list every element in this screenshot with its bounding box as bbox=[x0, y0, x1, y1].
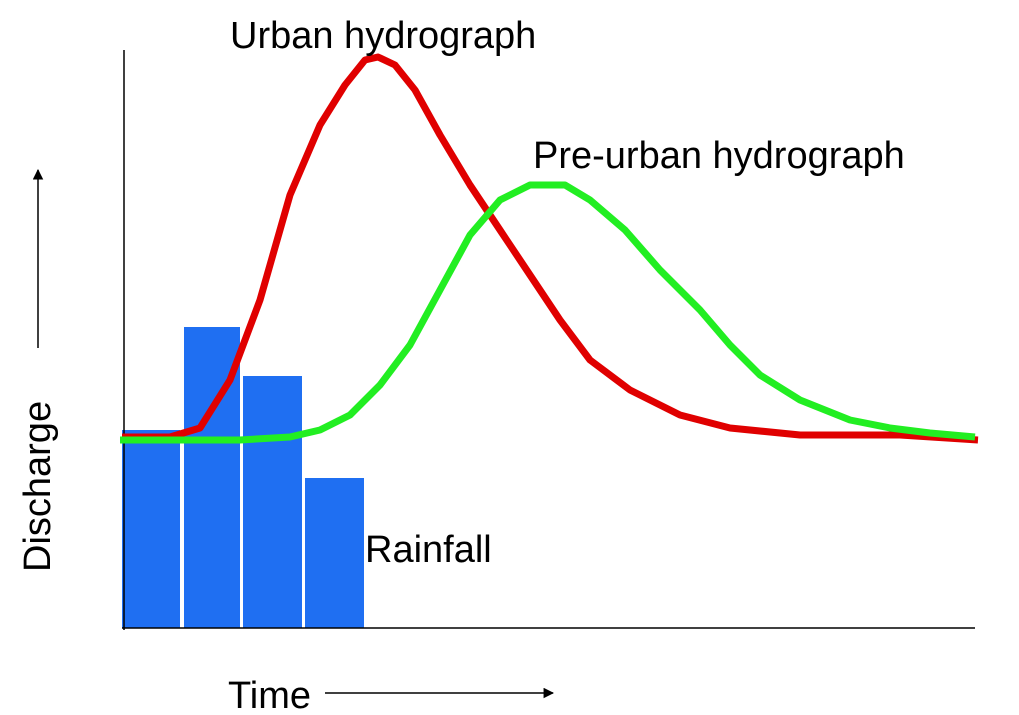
rain-bar bbox=[305, 478, 364, 628]
rainfall-label: Rainfall bbox=[365, 529, 492, 571]
preurban-label: Pre-urban hydrograph bbox=[533, 135, 905, 177]
rain-bar bbox=[243, 376, 302, 628]
urban-label: Urban hydrograph bbox=[230, 15, 536, 57]
rain-bar bbox=[122, 430, 180, 628]
preurban-curve bbox=[120, 181, 976, 444]
y-axis-label: Discharge bbox=[17, 401, 59, 572]
x-axis-label: Time bbox=[228, 675, 311, 715]
rainfall-bars bbox=[122, 327, 364, 628]
urban-curve bbox=[122, 53, 979, 444]
